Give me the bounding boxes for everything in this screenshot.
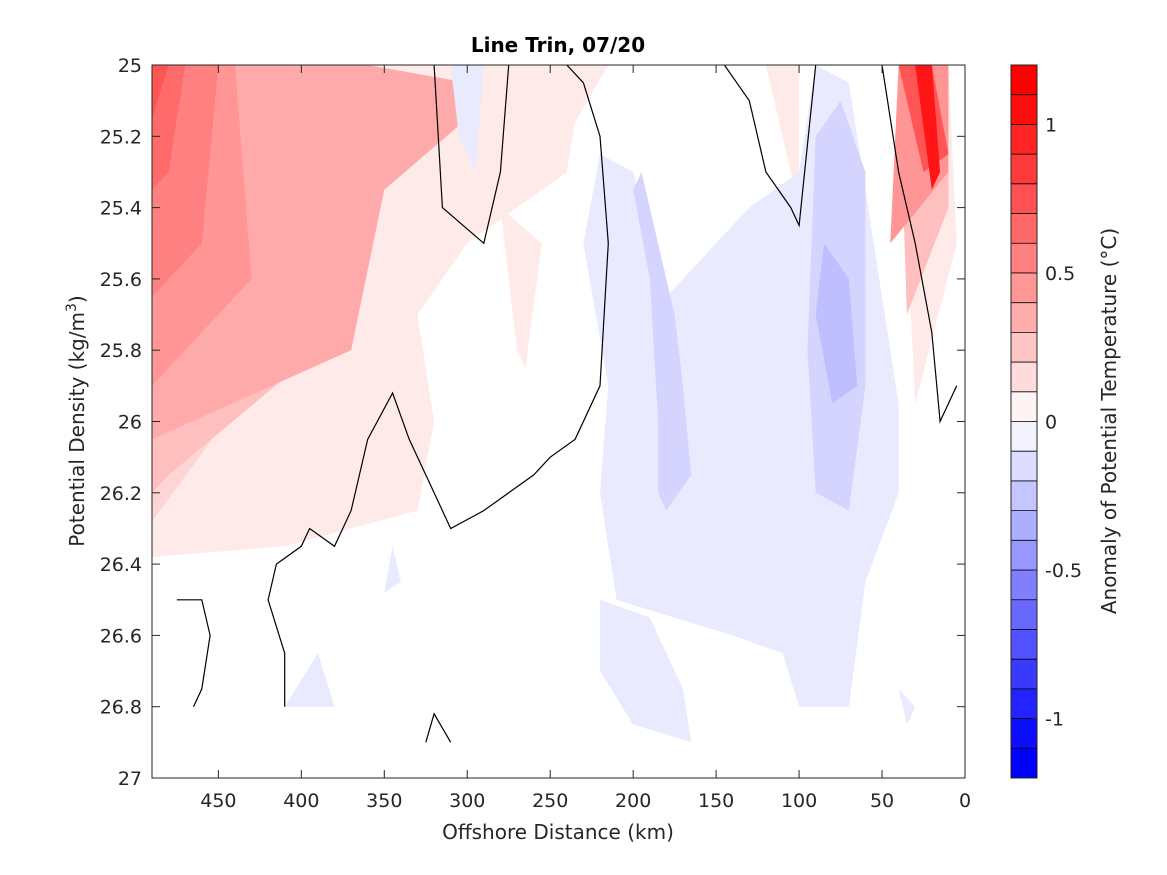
colorbar-tick-label: -0.5 — [1045, 560, 1082, 582]
contour-region-18 — [450, 65, 484, 172]
contour-region-6 — [152, 65, 186, 190]
y-tick-label: 26.2 — [100, 483, 142, 505]
contour-fill-regions — [152, 65, 957, 743]
colorbar-segment — [1011, 65, 1037, 96]
contour-region-8 — [500, 207, 542, 368]
y-axis-label-main: Potential Density (kg/m — [65, 312, 89, 547]
contour-region-21 — [898, 688, 916, 725]
y-axis-ticks: 25 25.2 25.4 25.6 25.8 26 26.2 26.4 26.6 26.8 27 — [100, 55, 965, 790]
colorbar-segment — [1011, 421, 1037, 452]
colorbar-tick-label: 0.5 — [1045, 263, 1075, 285]
colorbar-segment — [1011, 272, 1037, 304]
zero-contour-line-4 — [881, 65, 958, 424]
colorbar-ticks: 1 0.5 0 -0.5 -1 — [1031, 114, 1082, 731]
colorbar-tick-label: -1 — [1045, 709, 1064, 731]
colorbar-label: Anomaly of Potential Temperature (°C) — [1097, 228, 1121, 614]
x-tick-label: 100 — [781, 790, 817, 812]
colorbar-segment — [1011, 629, 1037, 660]
x-axis-label: Offshore Distance (km) — [442, 820, 674, 844]
x-tick-label: 250 — [532, 790, 568, 812]
y-tick-label: 25.4 — [100, 198, 142, 220]
y-tick-label: 25.8 — [100, 340, 142, 362]
zero-contour-line-3 — [723, 65, 817, 228]
colorbar-tick-label: 1 — [1045, 114, 1057, 136]
contour-region-7 — [152, 65, 169, 119]
colorbar-segment — [1011, 362, 1037, 393]
colorbar-segment — [1011, 391, 1037, 422]
colorbar-segment — [1011, 451, 1037, 482]
colorbar-segment — [1011, 510, 1037, 541]
y-axis-label: Potential Density (kg/m3) — [64, 295, 89, 546]
colorbar-segment — [1011, 94, 1037, 125]
contour-region-20 — [384, 546, 401, 593]
colorbar-segment — [1011, 124, 1037, 155]
y-axis-label-superscript: 3 — [64, 303, 80, 312]
contour-region-15 — [915, 65, 941, 190]
contour-region-19 — [284, 653, 335, 707]
colorbar-segment — [1011, 599, 1037, 630]
colorbar-segment — [1011, 748, 1037, 779]
y-tick-label: 25.2 — [100, 126, 142, 148]
colorbar-segment — [1011, 302, 1037, 333]
colorbar-segment — [1011, 570, 1037, 601]
zero-contour-line-2 — [433, 65, 510, 245]
x-tick-label: 450 — [200, 790, 236, 812]
x-axis-ticks: 450 400 350 300 250 200 150 100 50 0 — [200, 65, 971, 812]
zero-contour-line-1 — [267, 65, 609, 707]
x-tick-label: 350 — [366, 790, 402, 812]
colorbar-segment — [1011, 540, 1037, 571]
x-tick-label: 300 — [449, 790, 485, 812]
zero-contour-line-5 — [425, 712, 452, 743]
colorbar-segment — [1011, 659, 1037, 690]
chart-title: Line Trin, 07/20 — [471, 33, 645, 57]
contour-region-17 — [600, 599, 692, 743]
zero-contour-lines — [176, 65, 958, 743]
colorbar-segment — [1011, 213, 1037, 244]
colorbar-segment — [1011, 243, 1037, 274]
x-tick-label: 400 — [283, 790, 319, 812]
contour-region-9 — [533, 65, 609, 137]
colorbar-segment — [1011, 718, 1037, 749]
zero-contour-line-0 — [176, 599, 211, 707]
colorbar-segment — [1011, 480, 1037, 512]
y-tick-label: 26 — [118, 412, 142, 434]
x-tick-label: 150 — [698, 790, 734, 812]
colorbar-segment — [1011, 154, 1037, 185]
y-tick-label: 27 — [118, 768, 142, 790]
x-tick-label: 50 — [870, 790, 894, 812]
y-tick-label: 26.4 — [100, 554, 142, 576]
y-tick-label: 25.6 — [100, 269, 142, 291]
colorbar — [1011, 64, 1037, 779]
y-tick-label: 26.8 — [100, 697, 142, 719]
contour-region-10 — [765, 65, 800, 208]
colorbar-segment — [1011, 688, 1037, 720]
contour-region-24 — [815, 243, 858, 404]
y-axis-label-end: ) — [65, 295, 89, 303]
y-tick-label: 25 — [118, 55, 142, 77]
colorbar-segment — [1011, 332, 1037, 363]
colorbar-tick-label: 0 — [1045, 412, 1057, 434]
x-tick-label: 200 — [615, 790, 651, 812]
x-tick-label: 0 — [959, 790, 971, 812]
colorbar-segment — [1011, 183, 1037, 215]
contour-region-22 — [633, 172, 692, 511]
y-tick-label: 26.6 — [100, 625, 142, 647]
